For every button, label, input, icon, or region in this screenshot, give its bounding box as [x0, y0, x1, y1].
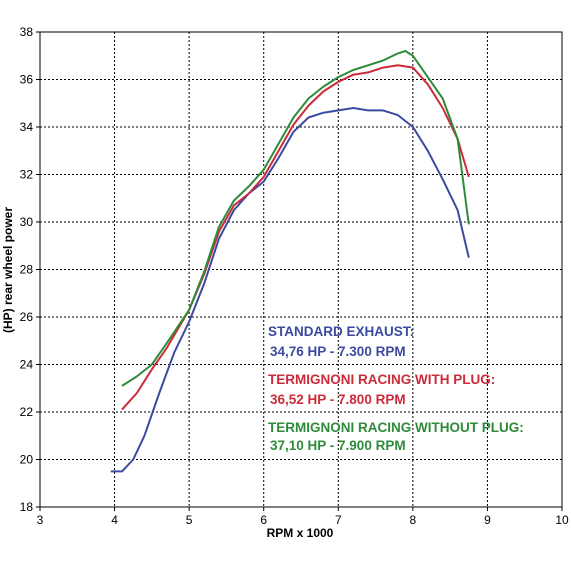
x-tick-labels: 3 4 5 6 7 8 9 10: [37, 513, 569, 527]
legend-annotations: STANDARD EXHAUST: 34,76 HP - 7.300 RPM T…: [268, 324, 524, 453]
annotation-with-plug-label: TERMIGNONI RACING WITH PLUG:: [268, 372, 495, 387]
x-tick-label: 8: [410, 513, 417, 527]
series-line-without-plug: [121, 50, 470, 387]
x-tick-label: 7: [335, 513, 342, 527]
y-tick-label: 32: [20, 168, 34, 182]
x-tick-label: 4: [111, 513, 118, 527]
annotation-standard-value: 34,76 HP - 7.300 RPM: [270, 344, 406, 359]
y-tick-label: 20: [20, 453, 34, 467]
y-tick-label: 34: [20, 120, 34, 134]
annotation-without-plug-label: TERMIGNONI RACING WITHOUT PLUG:: [268, 420, 524, 435]
annotation-without-plug-value: 37,10 HP - 7.900 RPM: [270, 438, 406, 453]
annotation-standard-label: STANDARD EXHAUST:: [268, 324, 414, 339]
y-tick-label: 28: [20, 263, 34, 277]
series-line-standard: [110, 107, 470, 473]
series-lines: [110, 50, 470, 473]
y-tick-label: 36: [20, 73, 34, 87]
x-tick-label: 6: [260, 513, 267, 527]
annotation-with-plug-value: 36,52 HP - 7.800 RPM: [270, 392, 406, 407]
y-tick-label: 18: [20, 500, 34, 514]
x-tick-label: 10: [555, 513, 569, 527]
x-axis-title: RPM x 1000: [267, 526, 334, 540]
y-tick-label: 38: [20, 25, 34, 39]
y-tick-label: 26: [20, 310, 34, 324]
y-axis-title: (HP) rear wheel power: [1, 207, 15, 333]
x-tick-label: 9: [484, 513, 491, 527]
y-tick-label: 30: [20, 215, 34, 229]
y-tick-labels: 18 20 22 24 26 28 30 32 34 36 38: [20, 25, 34, 514]
x-tick-label: 3: [37, 513, 44, 527]
y-tick-label: 24: [20, 358, 34, 372]
x-tick-label: 5: [186, 513, 193, 527]
grid: [36, 31, 563, 511]
y-tick-label: 22: [20, 405, 34, 419]
